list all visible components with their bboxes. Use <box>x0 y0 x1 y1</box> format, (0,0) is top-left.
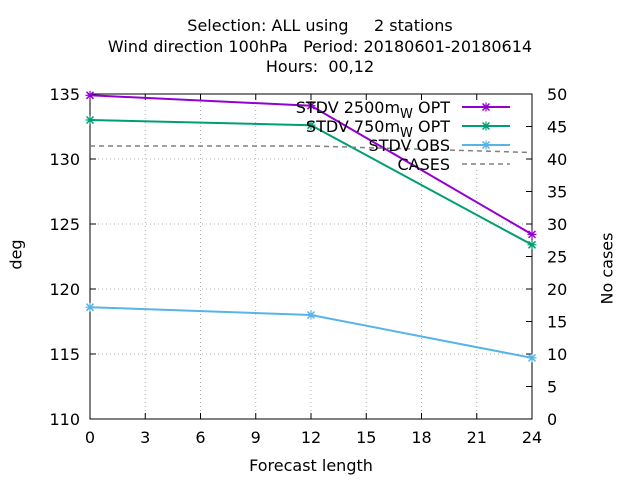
data-point <box>85 90 95 100</box>
legend-label: CASES <box>397 155 450 174</box>
x-tick-label: 0 <box>85 428 95 447</box>
data-point <box>306 101 316 111</box>
y-axis-label: deg <box>6 239 26 270</box>
data-point <box>85 302 95 312</box>
legend-entry-0: STDV 2500mW OPT <box>296 98 510 122</box>
y-tick-label: 110 <box>49 410 80 429</box>
y2-tick-label: 20 <box>547 280 567 299</box>
x-tick-label: 15 <box>356 428 376 447</box>
data-point <box>85 115 95 125</box>
data-point <box>527 353 537 363</box>
y2-axis-label: No cases <box>597 232 617 305</box>
chart-title-line-3: Hours: 00,12 <box>265 57 375 76</box>
series-group <box>85 90 537 363</box>
y-tick-label: 120 <box>49 280 80 299</box>
y2-tick-label: 5 <box>547 378 557 397</box>
y2-tick-label: 35 <box>547 183 567 202</box>
y2-tick-label: 0 <box>547 410 557 429</box>
grid <box>90 94 532 419</box>
y-tick-label: 115 <box>49 345 80 364</box>
x-tick-label: 24 <box>522 428 542 447</box>
x-tick-label: 9 <box>251 428 261 447</box>
x-axis-label: Forecast length <box>249 456 373 475</box>
data-point <box>527 229 537 239</box>
chart-title-line-2: Wind direction 100hPa Period: 20180601-2… <box>107 37 533 56</box>
tick-labels: 0 3 6 9 12 15 18 21 24 110 115 120 125 130 135 0 5 10 15 20… <box>49 85 567 447</box>
legend-entry-2: STDV OBS <box>369 136 510 155</box>
data-point <box>306 120 316 130</box>
y2-tick-label: 40 <box>547 150 567 169</box>
legend-label: STDV 2500mW OPT <box>296 98 451 122</box>
x-tick-label: 3 <box>140 428 150 447</box>
x-tick-label: 21 <box>467 428 487 447</box>
y2-tick-label: 50 <box>547 85 567 104</box>
x-tick-label: 12 <box>301 428 321 447</box>
series-line-3 <box>90 145 533 154</box>
data-point <box>527 240 537 250</box>
x-tick-label: 6 <box>195 428 205 447</box>
legend-label: STDV 750mW OPT <box>306 117 450 141</box>
legend-entry-1: STDV 750mW OPT <box>306 117 510 141</box>
legend-label: STDV OBS <box>369 136 450 155</box>
y-tick-label: 130 <box>49 150 80 169</box>
y2-tick-label: 30 <box>547 215 567 234</box>
y2-tick-label: 15 <box>547 313 567 332</box>
data-point <box>306 310 316 320</box>
y-tick-label: 135 <box>49 85 80 104</box>
y-tick-label: 125 <box>49 215 80 234</box>
y2-tick-label: 10 <box>547 345 567 364</box>
x-tick-label: 18 <box>411 428 431 447</box>
chart-title-line-1: Selection: ALL using 2 stations <box>187 16 453 35</box>
legend-entry-3: CASES <box>397 155 510 174</box>
y2-tick-label: 25 <box>547 248 567 267</box>
y2-tick-label: 45 <box>547 118 567 137</box>
